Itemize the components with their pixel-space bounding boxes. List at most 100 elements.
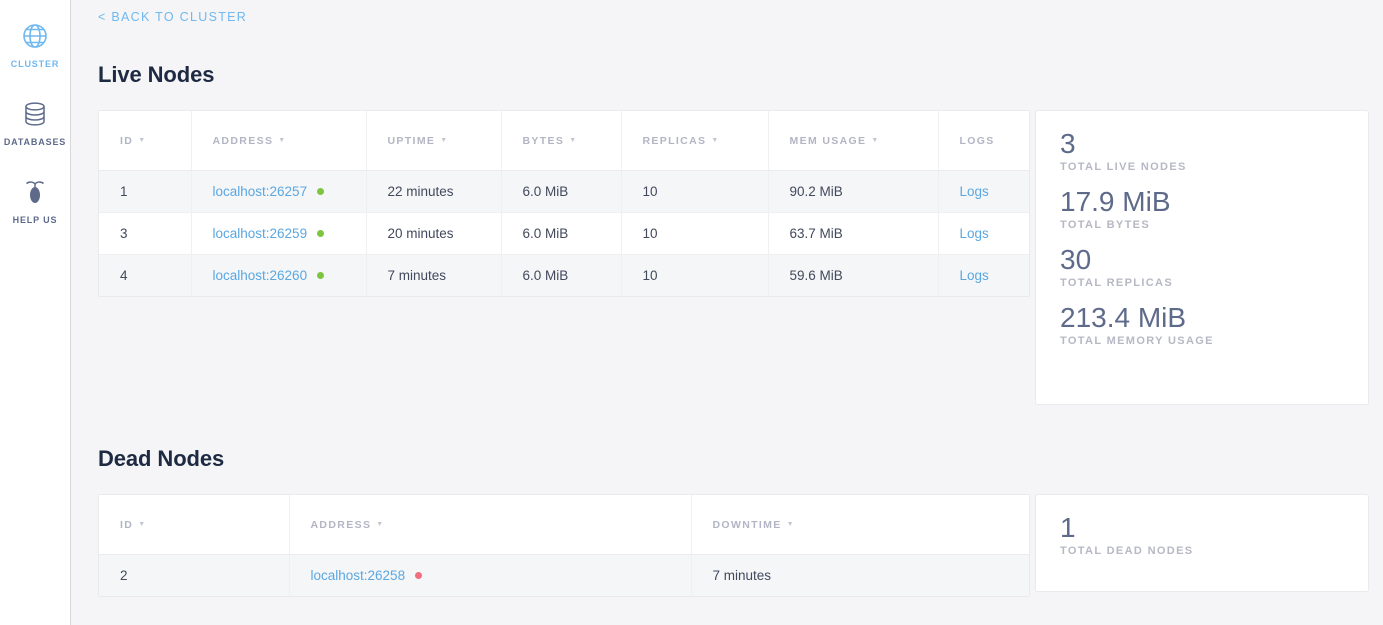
dead-nodes-section: Dead Nodes ID ▼ ADDRESS ▼ DOWNTIME ▼	[98, 446, 1369, 597]
sidebar-item-databases[interactable]: DATABASES	[0, 88, 70, 166]
stat-total-live-nodes: 3 TOTAL LIVE NODES	[1060, 127, 1368, 173]
sort-caret-icon[interactable]: ▼	[278, 136, 287, 144]
stat-label: TOTAL REPLICAS	[1060, 277, 1174, 290]
stat-value: 30	[1060, 244, 1092, 276]
column-header-bytes[interactable]: BYTES ▼	[501, 111, 622, 171]
cell-id: 4	[99, 254, 192, 296]
column-header-id[interactable]: ID ▼	[99, 111, 192, 171]
dead-nodes-table-card: ID ▼ ADDRESS ▼ DOWNTIME ▼ 2 localhost:26258…	[98, 494, 1030, 597]
node-address-link[interactable]: localhost:26258	[310, 568, 406, 583]
table-row: 3 localhost:26259 20 minutes 6.0 MiB 10 …	[99, 212, 1029, 255]
cell-id: 2	[99, 554, 290, 596]
table-header-row: ID ▼ ADDRESS ▼ UPTIME ▼ BYTES ▼ REPLICAS ▼ ME…	[99, 111, 1029, 171]
cell-uptime: 22 minutes	[366, 170, 502, 213]
logs-link[interactable]: Logs	[959, 268, 989, 283]
status-dot-live-icon	[317, 230, 325, 237]
stat-total-bytes: 17.9 MiB TOTAL BYTES	[1060, 185, 1368, 231]
column-header-label: UPTIME	[387, 135, 436, 147]
sort-caret-icon[interactable]: ▼	[138, 520, 147, 528]
sort-caret-icon[interactable]: ▼	[711, 136, 720, 144]
live-nodes-table-card: ID ▼ ADDRESS ▼ UPTIME ▼ BYTES ▼ REPLICAS ▼ ME…	[98, 110, 1030, 297]
dead-nodes-table-head: ID ▼ ADDRESS ▼ DOWNTIME ▼	[99, 495, 1029, 555]
column-header-downtime[interactable]: DOWNTIME ▼	[691, 495, 1029, 555]
cell-downtime: 7 minutes	[691, 554, 1029, 596]
cell-replicas: 10	[621, 254, 769, 296]
database-icon	[22, 97, 48, 131]
column-header-label: ADDRESS	[212, 135, 274, 147]
column-header-label: MEM USAGE	[789, 135, 867, 147]
page-title-live-nodes: Live Nodes	[98, 62, 215, 87]
column-header-logs: LOGS	[938, 111, 1029, 171]
logs-link[interactable]: Logs	[959, 184, 989, 199]
cell-replicas: 10	[621, 170, 769, 213]
table-row: 2 localhost:26258 7 minutes	[99, 554, 1029, 596]
sort-caret-icon[interactable]: ▼	[376, 520, 385, 528]
live-nodes-summary-card: 3 TOTAL LIVE NODES 17.9 MiB TOTAL BYTES …	[1035, 110, 1369, 405]
dead-nodes-table-body: 2 localhost:26258 7 minutes	[99, 554, 1029, 596]
sort-caret-icon[interactable]: ▼	[440, 136, 449, 144]
cell-address: localhost:26258	[289, 554, 692, 596]
sort-caret-icon[interactable]: ▼	[871, 136, 880, 144]
table-row: 4 localhost:26260 7 minutes 6.0 MiB 10 5…	[99, 254, 1029, 296]
column-header-label: REPLICAS	[642, 135, 707, 147]
live-nodes-table-body: 1 localhost:26257 22 minutes 6.0 MiB 10 …	[99, 170, 1029, 296]
sort-caret-icon[interactable]: ▼	[569, 136, 578, 144]
live-nodes-section: Live Nodes ID ▼ ADDRESS ▼ UPTIME ▼	[98, 62, 1369, 405]
cell-address: localhost:26260	[191, 254, 367, 296]
sidebar-item-label: HELP US	[12, 215, 58, 225]
column-header-label: BYTES	[522, 135, 565, 147]
logs-link[interactable]: Logs	[959, 226, 989, 241]
node-address-link[interactable]: localhost:26259	[212, 226, 308, 241]
status-dot-dead-icon	[415, 572, 423, 579]
dead-nodes-body: ID ▼ ADDRESS ▼ DOWNTIME ▼ 2 localhost:26258…	[98, 494, 1369, 597]
cell-bytes: 6.0 MiB	[501, 212, 622, 255]
column-header-label: ID	[120, 135, 134, 147]
stat-total-replicas: 30 TOTAL REPLICAS	[1060, 243, 1368, 289]
column-header-label: ID	[120, 519, 134, 531]
cell-id: 1	[99, 170, 192, 213]
dead-nodes-table: ID ▼ ADDRESS ▼ DOWNTIME ▼ 2 localhost:26258…	[99, 495, 1029, 596]
column-header-address[interactable]: ADDRESS ▼	[289, 495, 692, 555]
status-dot-live-icon	[317, 188, 325, 195]
cell-logs: Logs	[938, 254, 1029, 296]
column-header-uptime[interactable]: UPTIME ▼	[366, 111, 502, 171]
sidebar-item-label: DATABASES	[3, 137, 67, 147]
stat-value: 213.4 MiB	[1060, 302, 1187, 334]
stat-total-dead-nodes: 1 TOTAL DEAD NODES	[1060, 511, 1368, 557]
cell-address: localhost:26259	[191, 212, 367, 255]
column-header-label: DOWNTIME	[712, 519, 782, 531]
sidebar-item-help-us[interactable]: HELP US	[0, 166, 70, 244]
node-address-link[interactable]: localhost:26257	[212, 184, 308, 199]
sort-caret-icon[interactable]: ▼	[138, 136, 147, 144]
cell-mem-usage: 59.6 MiB	[768, 254, 939, 296]
stat-value: 3	[1060, 128, 1076, 159]
stat-label: TOTAL LIVE NODES	[1060, 161, 1187, 174]
sidebar-item-label: CLUSTER	[10, 59, 60, 69]
column-header-mem-usage[interactable]: MEM USAGE ▼	[768, 111, 939, 171]
cell-id: 3	[99, 212, 192, 255]
live-nodes-body: ID ▼ ADDRESS ▼ UPTIME ▼ BYTES ▼ REPLICAS ▼ ME…	[98, 110, 1369, 405]
status-dot-live-icon	[317, 272, 325, 279]
stat-label: TOTAL BYTES	[1060, 219, 1151, 232]
live-nodes-table-head: ID ▼ ADDRESS ▼ UPTIME ▼ BYTES ▼ REPLICAS ▼ ME…	[99, 111, 1029, 171]
globe-icon	[21, 19, 49, 53]
sidebar: CLUSTER DATABASES	[0, 0, 71, 625]
back-to-cluster-link[interactable]: < BACK TO CLUSTER	[98, 10, 248, 24]
cell-uptime: 20 minutes	[366, 212, 502, 255]
main-content: < BACK TO CLUSTER Live Nodes ID ▼ ADDRE	[71, 0, 1383, 625]
sort-caret-icon[interactable]: ▼	[786, 520, 795, 528]
page-title-dead-nodes: Dead Nodes	[98, 446, 225, 471]
column-header-replicas[interactable]: REPLICAS ▼	[621, 111, 769, 171]
column-header-address[interactable]: ADDRESS ▼	[191, 111, 367, 171]
cell-mem-usage: 90.2 MiB	[768, 170, 939, 213]
cell-logs: Logs	[938, 170, 1029, 213]
cell-uptime: 7 minutes	[366, 254, 502, 296]
cell-replicas: 10	[621, 212, 769, 255]
column-header-id[interactable]: ID ▼	[99, 495, 290, 555]
sidebar-item-cluster[interactable]: CLUSTER	[0, 10, 70, 88]
cell-logs: Logs	[938, 212, 1029, 255]
node-address-link[interactable]: localhost:26260	[212, 268, 308, 283]
bug-icon	[21, 175, 49, 209]
live-nodes-table: ID ▼ ADDRESS ▼ UPTIME ▼ BYTES ▼ REPLICAS ▼ ME…	[99, 111, 1029, 296]
